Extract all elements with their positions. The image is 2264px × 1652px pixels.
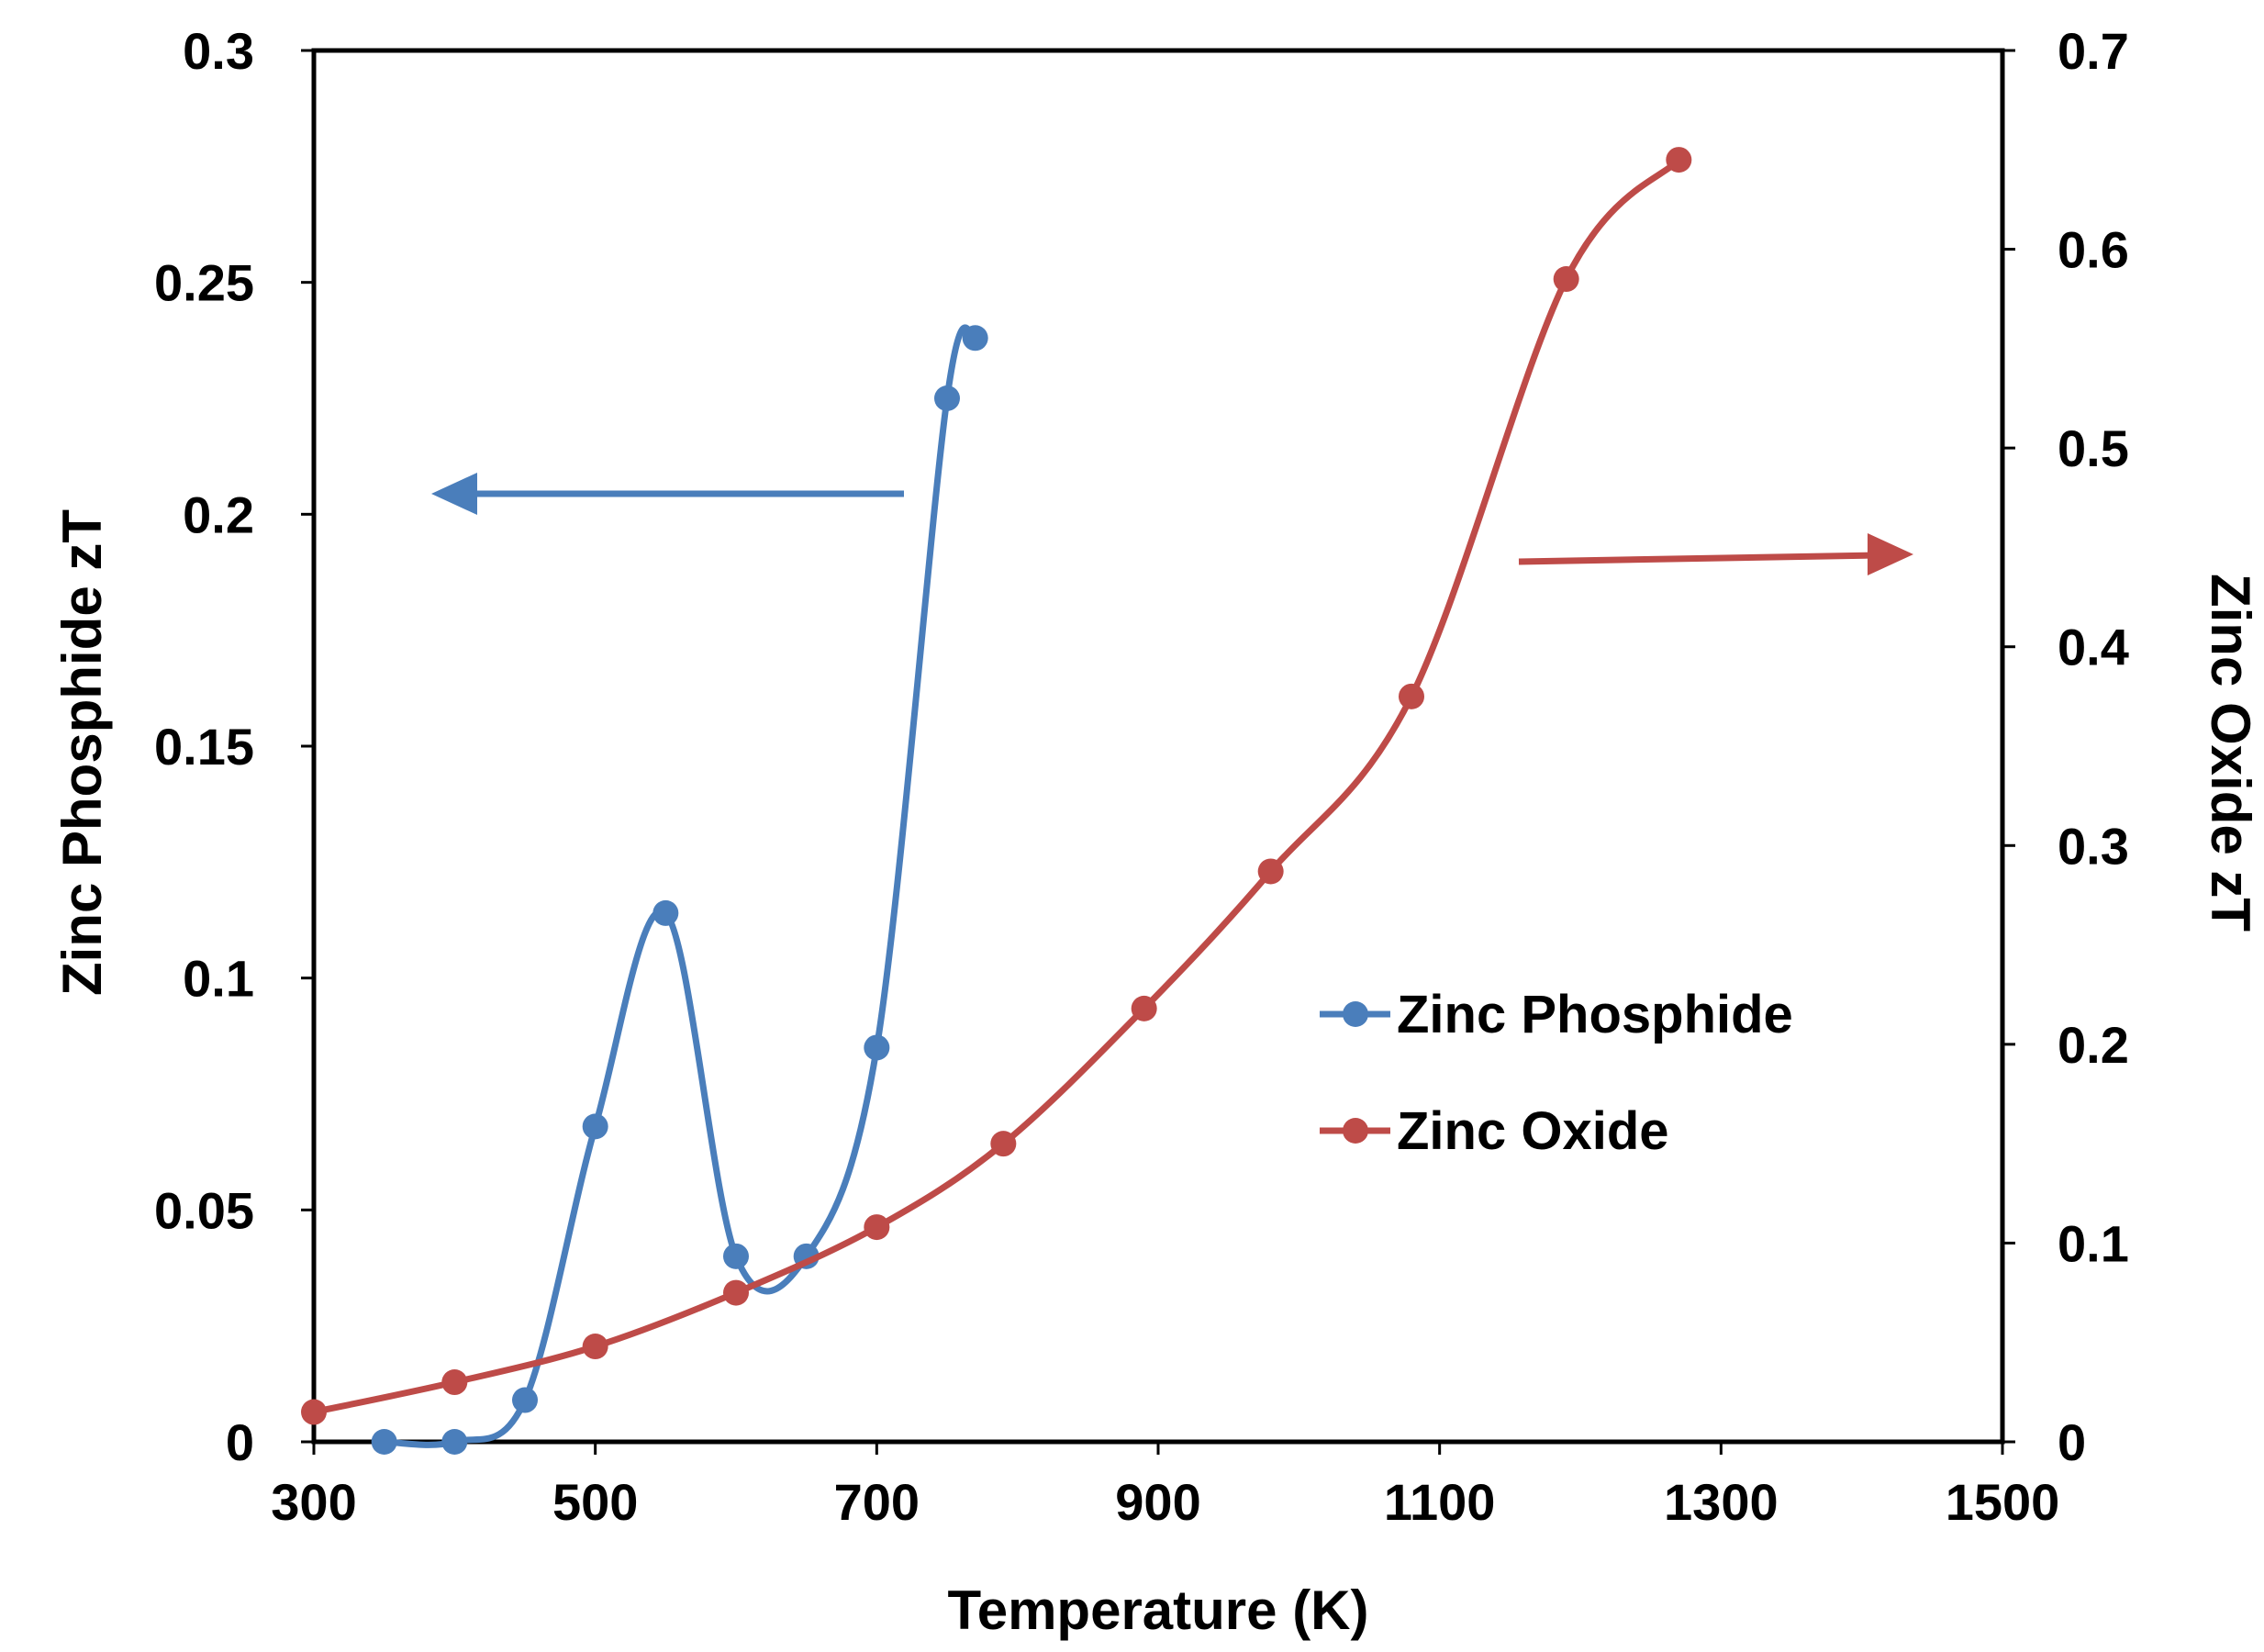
y-left-tick-label: 0.05 — [154, 1181, 254, 1239]
series-line-zinc-oxide — [310, 156, 1682, 1416]
x-tick-label: 1300 — [1664, 1473, 1779, 1531]
y-axis-left-title: Zinc Phosphide zT — [51, 509, 113, 996]
y-left-tick-label: 0.15 — [154, 718, 254, 776]
y-left-tick-label: 0.1 — [183, 950, 254, 1008]
y-left-tick-label: 0.25 — [154, 254, 254, 312]
y-right-tick-label: 0 — [2058, 1413, 2086, 1471]
x-tick-label: 1500 — [1946, 1473, 2060, 1531]
data-point-zinc-oxide — [1553, 266, 1579, 293]
x-tick-label: 1100 — [1384, 1473, 1496, 1531]
x-tick-label: 700 — [834, 1473, 920, 1531]
y-right-tick-label: 0.7 — [2058, 22, 2129, 80]
y-right-tick-label: 0.4 — [2058, 619, 2129, 676]
right-axis-arrow-shaft — [1518, 552, 1878, 565]
y-right-tick-label: 0.1 — [2058, 1214, 2129, 1272]
y-left-tick-label: 0.3 — [183, 22, 254, 80]
data-point-zinc-phosphide — [652, 899, 679, 926]
series-line-zinc-phosphide — [381, 324, 979, 1448]
data-point-zinc-phosphide — [582, 1113, 608, 1140]
x-tick-label: 500 — [552, 1473, 638, 1531]
left-axis-arrow-head — [431, 473, 477, 515]
data-point-zinc-oxide — [1131, 995, 1157, 1021]
data-point-zinc-oxide — [1399, 683, 1424, 709]
data-point-zinc-phosphide — [512, 1387, 538, 1413]
data-point-zinc-phosphide — [962, 325, 988, 352]
data-point-zinc-oxide — [1666, 147, 1692, 173]
data-point-zinc-oxide — [1257, 858, 1284, 885]
data-point-zinc-oxide — [582, 1334, 608, 1360]
data-point-zinc-oxide — [990, 1131, 1017, 1157]
y-axis-right-title: Zinc Oxide zT — [2200, 574, 2261, 932]
data-point-zinc-oxide — [723, 1279, 749, 1306]
legend-label-zinc-phosphide: Zinc Phosphide — [1397, 985, 1793, 1044]
x-tick-label: 900 — [1115, 1473, 1200, 1531]
data-point-zinc-phosphide — [934, 385, 960, 411]
legend-swatch-marker-zinc-oxide — [1343, 1118, 1368, 1144]
data-point-zinc-phosphide — [371, 1429, 397, 1455]
y-right-tick-label: 0.5 — [2058, 419, 2129, 477]
y-right-tick-label: 0.2 — [2058, 1016, 2129, 1074]
x-axis-title: Temperature (K) — [948, 1579, 1369, 1641]
legend-swatch-marker-zinc-phosphide — [1343, 1001, 1368, 1027]
data-point-zinc-oxide — [301, 1399, 327, 1425]
y-right-tick-label: 0.6 — [2058, 221, 2129, 279]
right-axis-arrow-head — [1868, 533, 1913, 575]
x-tick-label: 300 — [271, 1473, 356, 1531]
data-point-zinc-phosphide — [864, 1034, 890, 1061]
data-point-zinc-oxide — [441, 1369, 468, 1396]
legend-label-zinc-oxide: Zinc Oxide — [1397, 1101, 1669, 1161]
data-point-zinc-phosphide — [723, 1243, 749, 1269]
data-point-zinc-phosphide — [441, 1429, 468, 1455]
y-left-tick-label: 0.2 — [183, 486, 254, 543]
data-point-zinc-oxide — [864, 1214, 890, 1241]
y-left-tick-label: 0 — [226, 1413, 254, 1471]
y-right-tick-label: 0.3 — [2058, 817, 2129, 875]
